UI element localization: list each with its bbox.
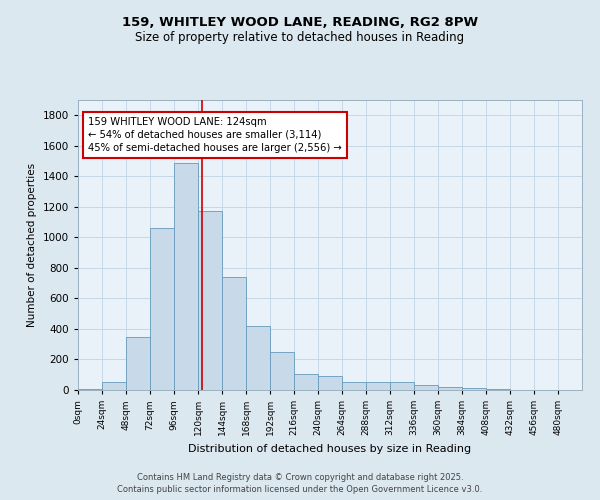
X-axis label: Distribution of detached houses by size in Reading: Distribution of detached houses by size … xyxy=(188,444,472,454)
Text: Size of property relative to detached houses in Reading: Size of property relative to detached ho… xyxy=(136,31,464,44)
Bar xyxy=(366,382,390,390)
Bar xyxy=(246,326,270,390)
Text: 159, WHITLEY WOOD LANE, READING, RG2 8PW: 159, WHITLEY WOOD LANE, READING, RG2 8PW xyxy=(122,16,478,29)
Bar xyxy=(270,352,294,390)
Text: Contains public sector information licensed under the Open Government Licence v3: Contains public sector information licen… xyxy=(118,484,482,494)
Bar xyxy=(198,210,222,390)
Bar xyxy=(150,228,174,390)
Text: 159 WHITLEY WOOD LANE: 124sqm
← 54% of detached houses are smaller (3,114)
45% o: 159 WHITLEY WOOD LANE: 124sqm ← 54% of d… xyxy=(88,117,342,153)
Bar xyxy=(342,382,366,390)
Bar xyxy=(102,382,126,390)
Text: Contains HM Land Registry data © Crown copyright and database right 2025.: Contains HM Land Registry data © Crown c… xyxy=(137,473,463,482)
Bar xyxy=(318,376,342,390)
Bar xyxy=(462,388,486,390)
Bar xyxy=(174,162,198,390)
Bar xyxy=(294,374,318,390)
Bar xyxy=(222,277,246,390)
Bar xyxy=(390,382,414,390)
Y-axis label: Number of detached properties: Number of detached properties xyxy=(27,163,37,327)
Bar xyxy=(126,336,150,390)
Bar xyxy=(486,389,510,390)
Bar xyxy=(78,389,102,390)
Bar xyxy=(438,387,462,390)
Bar xyxy=(414,386,438,390)
